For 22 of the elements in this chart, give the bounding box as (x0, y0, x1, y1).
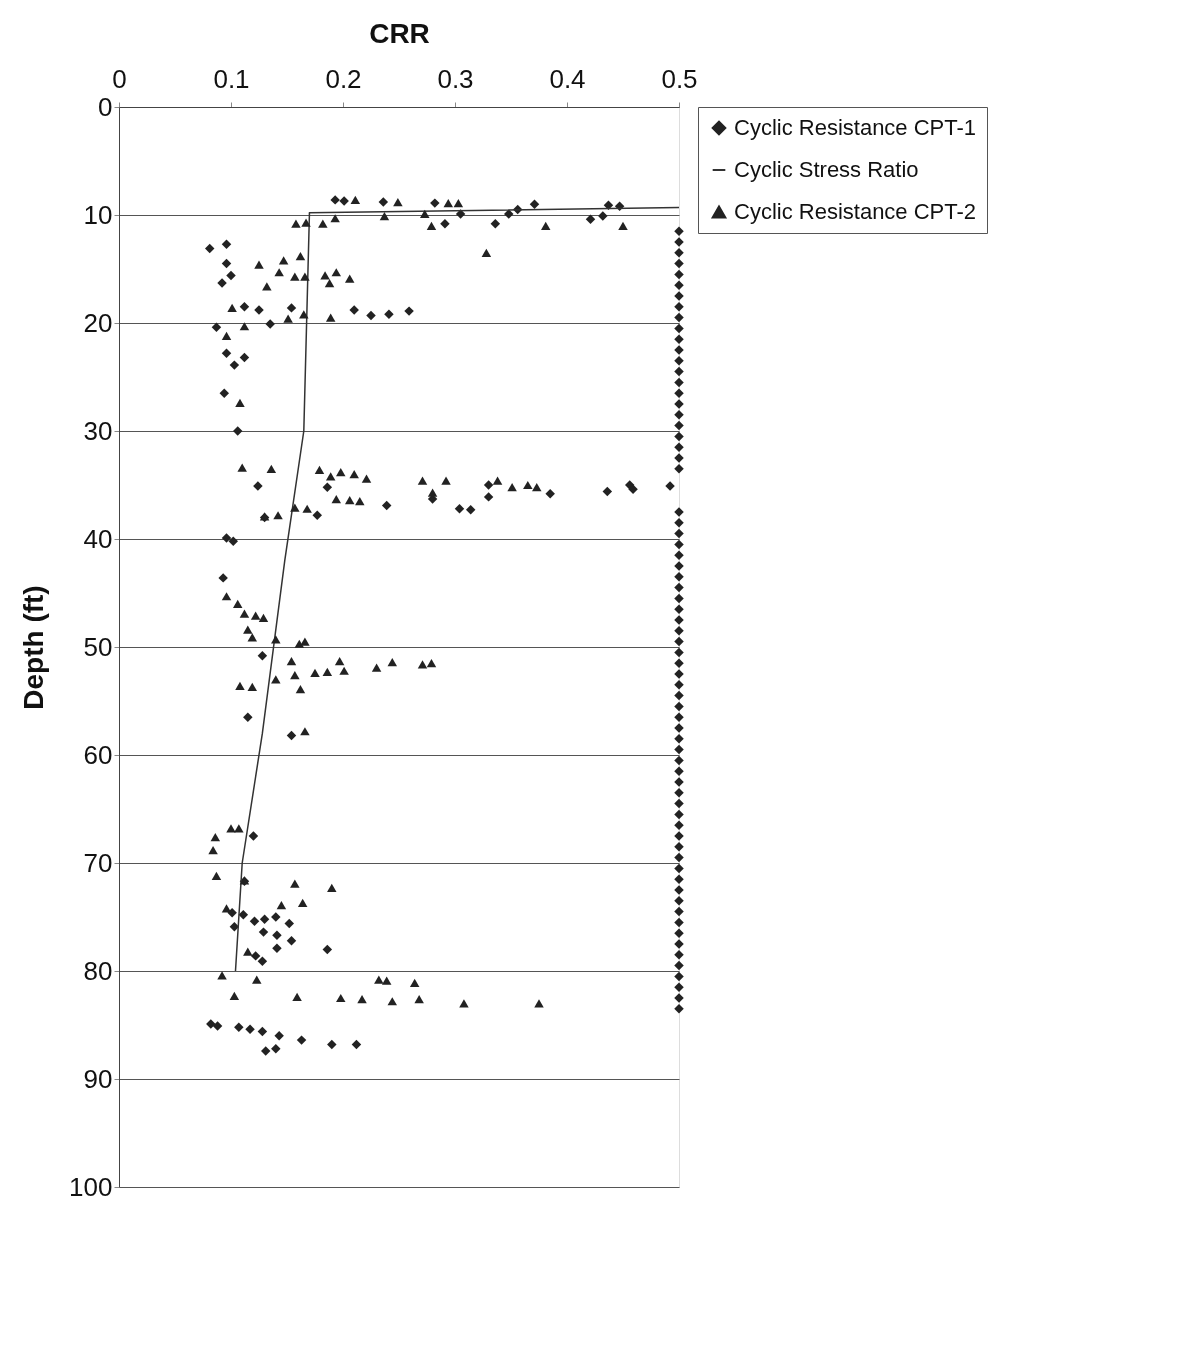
legend-label: Cyclic Resistance CPT-2 (734, 199, 977, 224)
y-tick-label: 40 (83, 523, 113, 554)
y-tick-label: 90 (83, 1063, 113, 1094)
y-axis-title: Depth (ft) (18, 585, 50, 710)
x-axis-title: CRR (369, 17, 430, 49)
y-tick-label: 60 (83, 739, 113, 770)
y-tick-label: 0 (98, 91, 113, 122)
y-tick-label: 80 (83, 955, 113, 986)
x-tick-label: 0.4 (549, 63, 586, 94)
y-tick-label: 30 (83, 415, 113, 446)
y-tick-label: 70 (83, 847, 113, 878)
legend-label: Cyclic Stress Ratio (734, 157, 919, 182)
y-tick-label: 20 (83, 307, 113, 338)
y-tick-label: 50 (83, 631, 113, 662)
x-tick-label: 0.3 (437, 63, 474, 94)
x-tick-label: 0.2 (325, 63, 362, 94)
line-series (234, 206, 680, 972)
y-tick-label: 100 (69, 1171, 113, 1202)
legend-label: Cyclic Resistance CPT-1 (734, 115, 977, 140)
x-tick-label: 0.1 (213, 63, 250, 94)
y-tick-label: 10 (83, 199, 113, 230)
x-tick-label: 0.5 (661, 63, 698, 94)
